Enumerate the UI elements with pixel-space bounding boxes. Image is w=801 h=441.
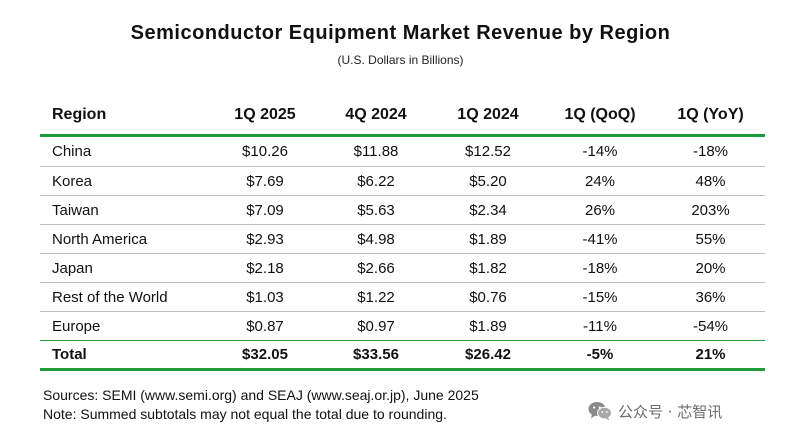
watermark-text: 公众号 · 芯智讯 [618, 402, 723, 421]
column-header-qoq: 1Q (QoQ) [544, 96, 656, 137]
total-label-cell: Total [40, 340, 210, 371]
value-cell: $2.66 [320, 253, 432, 283]
table-row: China $10.26 $11.88 $12.52 -14% -18% [40, 135, 765, 167]
value-cell: $0.87 [210, 311, 320, 341]
value-cell: $1.03 [210, 282, 320, 312]
region-cell: Korea [40, 166, 210, 196]
value-cell: $1.22 [320, 282, 432, 312]
region-cell: Europe [40, 311, 210, 341]
table-row: Taiwan $7.09 $5.63 $2.34 26% 203% [40, 195, 765, 225]
value-cell: -14% [544, 135, 656, 167]
value-cell: $11.88 [320, 135, 432, 167]
value-cell: $6.22 [320, 166, 432, 196]
value-cell: 36% [656, 282, 765, 312]
column-header-4q-2024: 4Q 2024 [320, 96, 432, 137]
rounding-note: Note: Summed subtotals may not equal the… [43, 406, 447, 422]
revenue-table: Region 1Q 2025 4Q 2024 1Q 2024 1Q (QoQ) … [40, 96, 765, 371]
value-cell: $5.63 [320, 195, 432, 225]
table-row: Europe $0.87 $0.97 $1.89 -11% -54% [40, 311, 765, 341]
value-cell: $0.97 [320, 311, 432, 341]
value-cell: $4.98 [320, 224, 432, 254]
region-cell: China [40, 135, 210, 167]
total-value-cell: 21% [656, 340, 765, 371]
value-cell: $2.18 [210, 253, 320, 283]
value-cell: $1.82 [432, 253, 544, 283]
total-value-cell: $33.56 [320, 340, 432, 371]
table-row: Rest of the World $1.03 $1.22 $0.76 -15%… [40, 282, 765, 312]
table-row: Japan $2.18 $2.66 $1.82 -18% 20% [40, 253, 765, 283]
value-cell: -18% [544, 253, 656, 283]
value-cell: -15% [544, 282, 656, 312]
table-header-row: Region 1Q 2025 4Q 2024 1Q 2024 1Q (QoQ) … [40, 96, 765, 137]
value-cell: $1.89 [432, 224, 544, 254]
total-value-cell: $26.42 [432, 340, 544, 371]
value-cell: 24% [544, 166, 656, 196]
table-row: North America $2.93 $4.98 $1.89 -41% 55% [40, 224, 765, 254]
total-value-cell: -5% [544, 340, 656, 371]
value-cell: 55% [656, 224, 765, 254]
column-header-1q-2024: 1Q 2024 [432, 96, 544, 137]
region-cell: Rest of the World [40, 282, 210, 312]
total-value-cell: $32.05 [210, 340, 320, 371]
value-cell: $0.76 [432, 282, 544, 312]
region-cell: Taiwan [40, 195, 210, 225]
column-header-yoy: 1Q (YoY) [656, 96, 765, 137]
revenue-table-container: Region 1Q 2025 4Q 2024 1Q 2024 1Q (QoQ) … [40, 96, 765, 371]
value-cell: $1.89 [432, 311, 544, 341]
table-row: Korea $7.69 $6.22 $5.20 24% 48% [40, 166, 765, 196]
value-cell: $2.34 [432, 195, 544, 225]
value-cell: 20% [656, 253, 765, 283]
value-cell: 26% [544, 195, 656, 225]
region-cell: Japan [40, 253, 210, 283]
sources-line: Sources: SEMI (www.semi.org) and SEAJ (w… [43, 387, 479, 403]
value-cell: -18% [656, 135, 765, 167]
wechat-icon [588, 402, 612, 421]
value-cell: $10.26 [210, 135, 320, 167]
value-cell: -11% [544, 311, 656, 341]
value-cell: $7.09 [210, 195, 320, 225]
column-header-1q-2025: 1Q 2025 [210, 96, 320, 137]
value-cell: $2.93 [210, 224, 320, 254]
value-cell: -41% [544, 224, 656, 254]
value-cell: 203% [656, 195, 765, 225]
table-total-row: Total $32.05 $33.56 $26.42 -5% 21% [40, 340, 765, 371]
value-cell: 48% [656, 166, 765, 196]
value-cell: $7.69 [210, 166, 320, 196]
value-cell: -54% [656, 311, 765, 341]
source-notes: Sources: SEMI (www.semi.org) and SEAJ (w… [43, 386, 479, 424]
page-subtitle: (U.S. Dollars in Billions) [337, 53, 464, 67]
page-title: Semiconductor Equipment Market Revenue b… [130, 22, 671, 44]
watermark: 公众号 · 芯智讯 [588, 399, 722, 423]
column-header-region: Region [40, 96, 210, 137]
value-cell: $12.52 [432, 135, 544, 167]
value-cell: $5.20 [432, 166, 544, 196]
region-cell: North America [40, 224, 210, 254]
